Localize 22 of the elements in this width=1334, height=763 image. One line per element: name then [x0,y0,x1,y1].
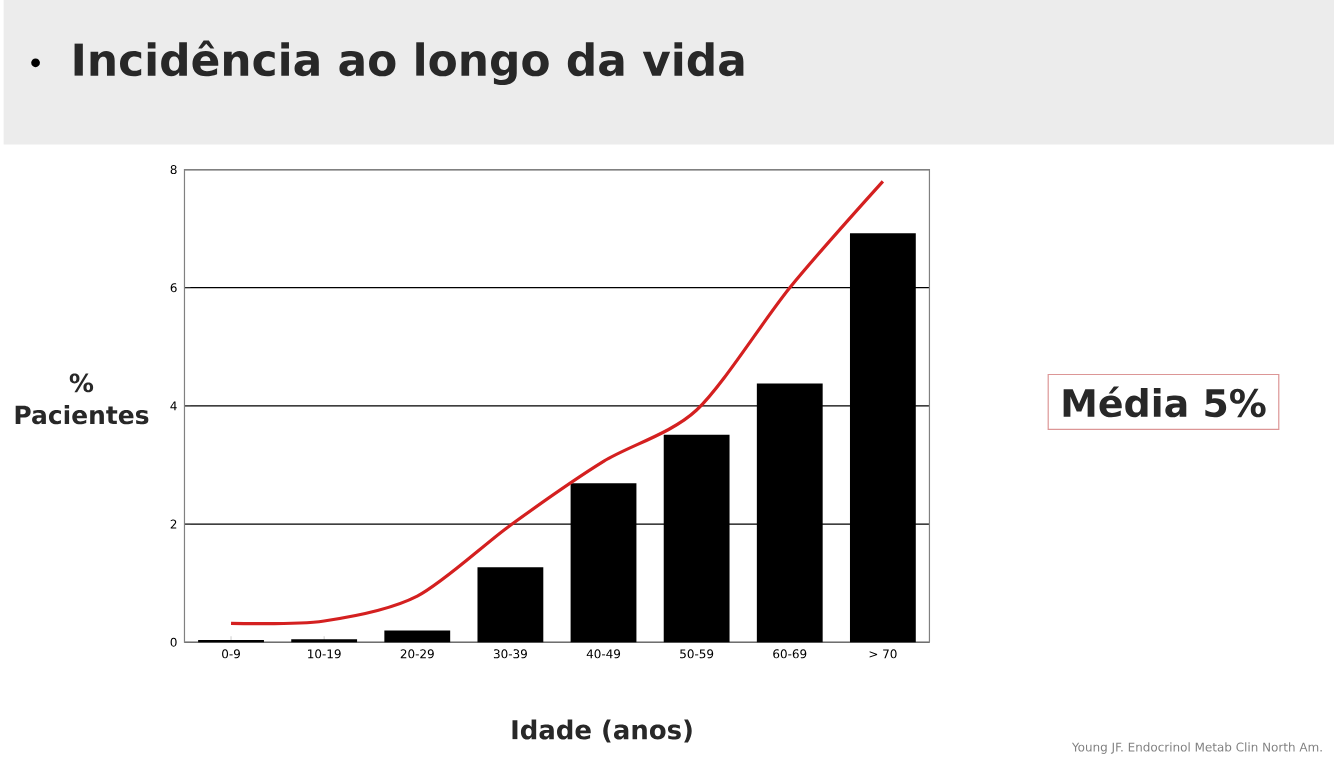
x-tick-label: 50-59 [680,649,714,659]
x-tick-label: > 70 [869,649,897,659]
bar [291,639,358,643]
x-tick-label: 10-19 [308,649,341,659]
bar [384,630,451,643]
chart-title: Incidência ao longo da vida [74,40,744,86]
text: Média 5% [1063,386,1266,418]
x-tick-label: 30-39 [493,649,527,659]
x-tick-label: 40-49 [586,649,621,659]
bar [477,567,544,643]
y-tick-label: 4 [170,401,177,411]
y-tick-label: 2 [170,519,177,529]
x-tick-label: 60-69 [773,649,807,659]
x-tick-label: 20-29 [400,649,434,659]
y-tick-label: 8 [170,165,177,175]
y-axis-title: % Pacientes [15,373,149,425]
y-tick-label: 6 [170,283,177,293]
x-tick-label: 0-9 [222,649,240,659]
x-axis-title: Idade (anos) [512,719,692,743]
line-series [229,179,885,626]
text: Young JF. Endocrinol Metab Clin North Am. [1071,742,1322,754]
y-tick-label: 0 [170,637,177,647]
